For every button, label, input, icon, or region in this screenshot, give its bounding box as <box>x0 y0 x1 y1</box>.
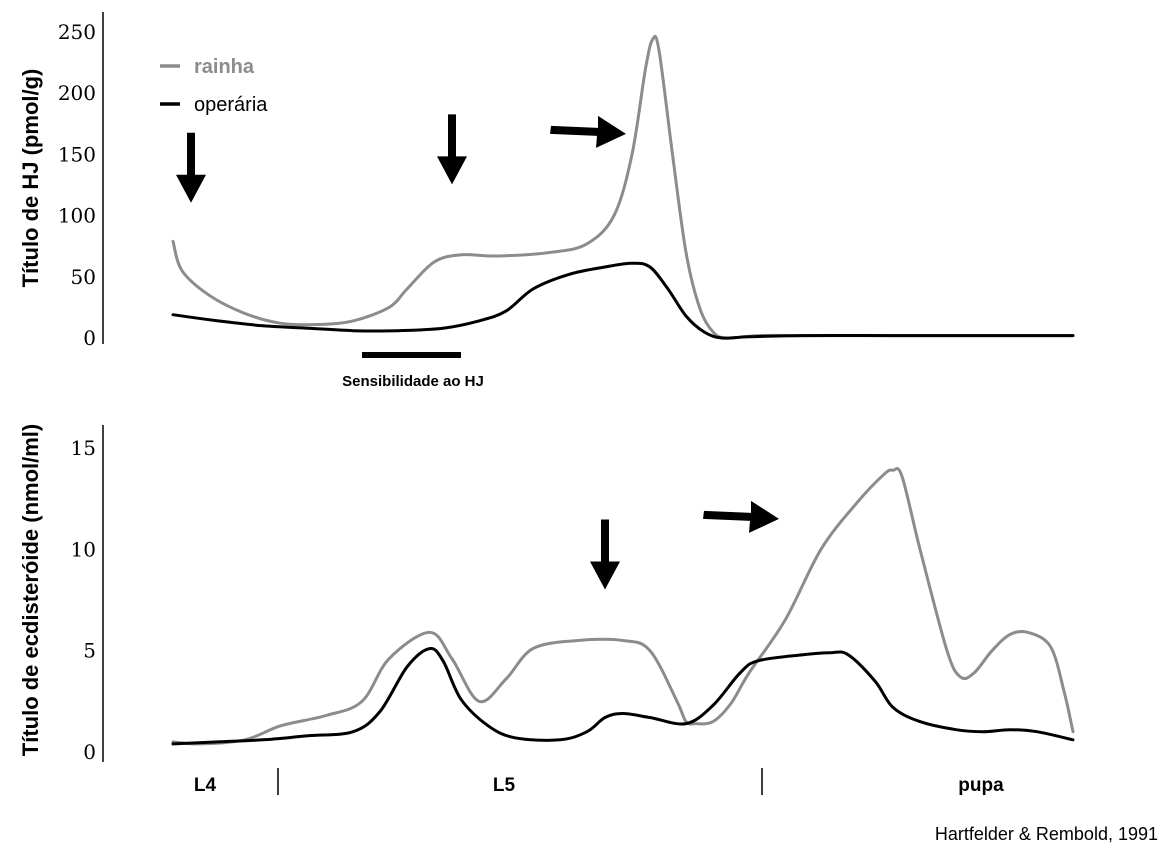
jh-arrow-right-3 <box>550 115 626 148</box>
jh-series-rainha-line <box>171 34 1075 340</box>
ecdysteroid-series-operaria-line <box>171 646 1075 746</box>
source-credit: Hartfelder & Rembold, 1991 <box>935 824 1158 844</box>
legend-label-operaria: operária <box>194 94 268 116</box>
legend-label-rainha: rainha <box>194 56 255 78</box>
jh-arrow-down-2 <box>437 114 467 185</box>
jh-arrow-down-1 <box>176 132 206 203</box>
ecdysteroid-series-rainha-line <box>171 467 1075 746</box>
jh-titer-chart: 0 50 100 150 200 250 Título de HJ (pmol/g) ra… <box>18 12 1075 390</box>
jh-y-tick-0: 0 <box>83 326 96 350</box>
ecdysteroid-y-tick-0: 0 <box>83 740 96 764</box>
jh-y-tick-50: 50 <box>71 265 96 289</box>
ecdysteroid-arrow-down-1 <box>590 519 620 590</box>
jh-y-axis-label: Título de HJ (pmol/g) <box>18 69 43 288</box>
jh-y-tick-200: 200 <box>58 81 96 105</box>
jh-arrows <box>176 114 626 203</box>
ecdysteroid-series-lines <box>171 467 1075 746</box>
ecdysteroid-y-tick-labels: 0 5 10 15 <box>71 436 96 764</box>
ecdysteroid-y-tick-15: 15 <box>71 436 96 460</box>
jh-series-lines <box>171 34 1075 340</box>
jh-y-tick-250: 250 <box>58 20 96 44</box>
jh-y-tick-150: 150 <box>58 142 96 166</box>
jh-series-operaria-line <box>171 261 1075 340</box>
stage-label-pupa: pupa <box>958 775 1004 796</box>
ecdysteroid-y-tick-10: 10 <box>71 537 96 561</box>
ecdysteroid-arrows <box>590 500 779 590</box>
ecdysteroid-y-axis-label: Título de ecdisteróide (nmol/ml) <box>18 424 43 756</box>
ecdysteroid-arrow-right-2 <box>703 500 779 533</box>
stage-label-l5: L5 <box>493 775 516 796</box>
stage-label-l4: L4 <box>194 775 217 796</box>
ecdysteroid-y-tick-5: 5 <box>83 639 96 663</box>
stage-axis: L4 L5 pupa <box>194 768 1004 796</box>
jh-y-tick-100: 100 <box>58 204 96 228</box>
sensitivity-label: Sensibilidade ao HJ <box>342 373 484 390</box>
jh-y-tick-labels: 0 50 100 150 200 250 <box>58 20 96 350</box>
ecdysteroid-titer-chart: 0 5 10 15 Título de ecdisteróide (nmol/ml) <box>18 424 1075 764</box>
legend: rainha operária <box>160 56 268 116</box>
